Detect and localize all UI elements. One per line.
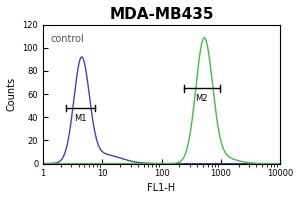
Text: control: control — [50, 34, 84, 44]
Title: MDA-MB435: MDA-MB435 — [109, 7, 214, 22]
Text: M1: M1 — [74, 114, 87, 123]
Text: M2: M2 — [196, 94, 208, 103]
Y-axis label: Counts: Counts — [7, 77, 17, 111]
X-axis label: FL1-H: FL1-H — [148, 183, 176, 193]
